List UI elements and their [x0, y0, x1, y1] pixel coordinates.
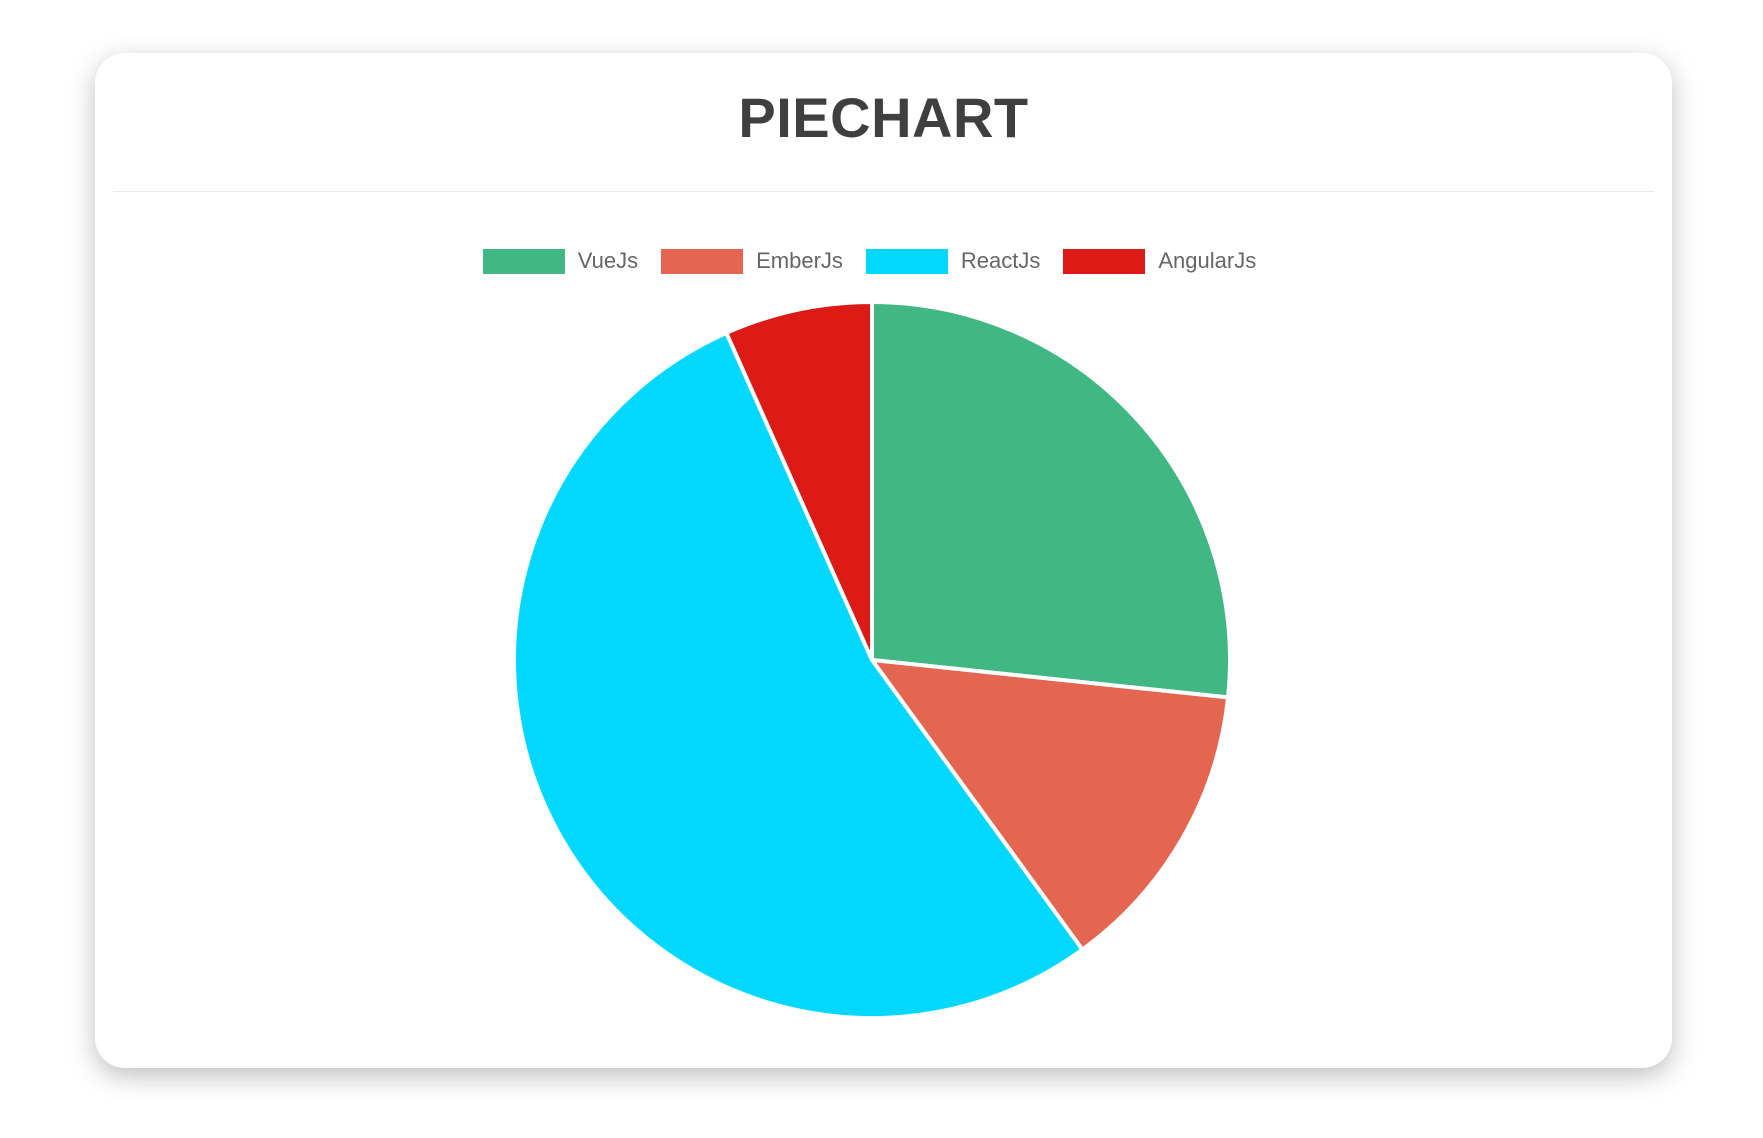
- legend-label-angularjs: AngularJs: [1158, 248, 1257, 273]
- legend-item-emberjs[interactable]: EmberJs: [661, 248, 843, 274]
- pie-slice-angularjs[interactable]: [723, 299, 874, 661]
- legend-swatch-emberjs: [661, 248, 744, 274]
- pie-slice-reactjs[interactable]: [511, 330, 1085, 1020]
- chart-legend: VueJs EmberJs ReactJs AngularJs: [81, 248, 1658, 274]
- pie-chart: [511, 299, 1232, 1020]
- title-divider: [113, 191, 1654, 192]
- pie-slice-emberjs[interactable]: [867, 657, 1230, 953]
- legend-label-emberjs: EmberJs: [756, 248, 843, 273]
- legend-item-reactjs[interactable]: ReactJs: [865, 248, 1041, 274]
- legend-item-vuejs[interactable]: VueJs: [482, 248, 639, 274]
- legend-label-vuejs: VueJs: [577, 248, 639, 273]
- pie-slice-vuejs[interactable]: [869, 299, 1232, 700]
- legend-label-reactjs: ReactJs: [960, 248, 1041, 273]
- legend-swatch-angularjs: [1063, 248, 1146, 274]
- legend-swatch-reactjs: [865, 248, 948, 274]
- legend-item-angularjs[interactable]: AngularJs: [1063, 248, 1256, 274]
- legend-swatch-vuejs: [482, 248, 565, 274]
- chart-card: PIECHART VueJs EmberJs ReactJs AngularJs: [95, 53, 1672, 1068]
- chart-title: PIECHART: [738, 86, 1029, 149]
